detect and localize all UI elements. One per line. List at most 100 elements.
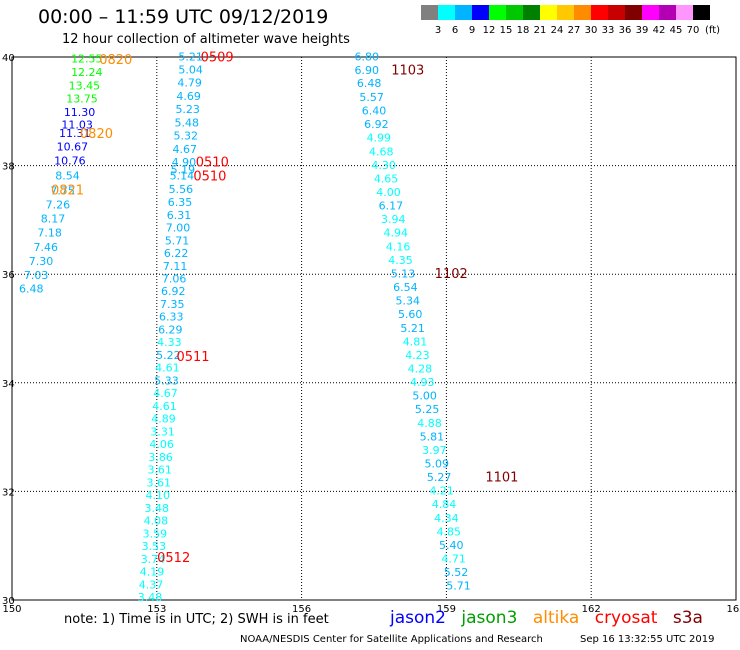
page-subtitle: 12 hour collection of altimeter wave hei… — [62, 32, 350, 47]
swh-value: 7.46 — [34, 241, 59, 254]
swh-value: 5.52 — [444, 566, 469, 579]
pass-time-label: 0820 — [99, 53, 132, 68]
colorbar-swatch — [421, 5, 438, 20]
swh-value: 5.40 — [439, 539, 464, 552]
swh-value: 5.14 — [170, 170, 195, 183]
y-tick-label: 32 — [2, 487, 15, 498]
swh-value: 7.03 — [24, 269, 49, 282]
colorbar-label: 12 — [482, 25, 496, 36]
pass-time-label: 0511 — [176, 350, 209, 365]
swh-value: 10.76 — [54, 155, 86, 168]
y-tick-label: 40 — [2, 53, 15, 64]
swh-value: 5.27 — [427, 471, 452, 484]
swh-value: 5.56 — [169, 183, 194, 196]
x-tick-label: 150 — [2, 604, 21, 615]
colorbar-label: 30 — [584, 25, 598, 36]
swh-value: 4.08 — [144, 515, 169, 528]
swh-value: 5.71 — [446, 580, 471, 593]
legend-altika: altika — [532, 608, 580, 628]
swh-value: 6.48 — [19, 283, 44, 296]
swh-value: 5.21 — [178, 50, 203, 63]
swh-value: 5.00 — [412, 390, 437, 403]
colorbar-swatch — [455, 5, 472, 20]
swh-value: 10.67 — [57, 140, 89, 153]
swh-value: 4.30 — [371, 159, 396, 172]
swh-value: 4.61 — [155, 361, 180, 374]
swh-value: 5.21 — [400, 322, 425, 335]
colorbar-label: 33 — [601, 25, 615, 36]
page-title: 00:00 – 11:59 UTC 09/12/2019 — [38, 6, 329, 28]
colorbar-label: 3 — [434, 25, 442, 36]
pass-time-label: 1101 — [485, 471, 518, 486]
swh-value: 6.80 — [355, 50, 380, 63]
swh-value: 3.48 — [138, 591, 163, 604]
y-tick-label: 30 — [2, 596, 15, 607]
swh-value: 4.99 — [367, 132, 392, 145]
colorbar-label: 9 — [468, 25, 476, 36]
swh-value: 4.89 — [151, 412, 176, 425]
satellite-legend: jason2 jason3 altika cryosat s3a — [390, 608, 713, 628]
swh-value: 5.09 — [424, 458, 449, 471]
swh-value: 6.54 — [393, 281, 418, 294]
pass-time-label: 0510 — [193, 169, 226, 184]
swh-value: 5.22 — [156, 349, 181, 362]
swh-value: 7.00 — [166, 221, 191, 234]
pass-time-label: 0510 — [196, 156, 229, 171]
x-tick-label: 156 — [292, 604, 311, 615]
swh-value: 4.90 — [172, 156, 197, 169]
pass-time-label: 0512 — [157, 551, 190, 566]
swh-value: 4.61 — [152, 400, 177, 413]
swh-value: 3.86 — [148, 451, 173, 464]
swh-value: 4.19 — [140, 566, 165, 579]
swh-value: 11.30 — [64, 106, 96, 119]
colorbar-label: 15 — [499, 25, 513, 36]
swh-value: 6.90 — [355, 64, 380, 77]
colorbar-swatch — [642, 5, 659, 20]
swh-value: 6.92 — [364, 118, 389, 131]
swh-value: 4.21 — [429, 485, 454, 498]
colorbar-swatch — [540, 5, 557, 20]
swh-value: 4.93 — [410, 376, 435, 389]
swh-value: 5.71 — [165, 234, 190, 247]
colorbar-swatch — [659, 5, 676, 20]
swh-value: 4.34 — [434, 512, 459, 525]
swh-value: 6.31 — [167, 209, 192, 222]
swh-value: 5.81 — [420, 430, 445, 443]
swh-value: 4.00 — [376, 186, 401, 199]
swh-value: 5.23 — [175, 103, 200, 116]
colorbar-swatch — [506, 5, 523, 20]
swh-value: 7.75 — [50, 184, 75, 197]
swh-value: 6.40 — [362, 105, 387, 118]
swh-value: 4.88 — [417, 417, 442, 430]
swh-value: 4.69 — [176, 90, 201, 103]
swh-value: 13.45 — [69, 80, 101, 93]
credit-line: NOAA/NESDIS Center for Satellite Applica… — [240, 634, 543, 645]
colorbar-unit: (ft) — [705, 25, 721, 36]
swh-value: 5.33 — [154, 374, 179, 387]
swh-value: 11.03 — [61, 119, 93, 132]
swh-value: 3.61 — [147, 463, 172, 476]
colorbar-swatch — [591, 5, 608, 20]
colorbar-label: 42 — [652, 25, 666, 36]
swh-value: 5.32 — [174, 130, 199, 143]
swh-value: 4.28 — [408, 362, 433, 375]
swh-value: 5.04 — [178, 63, 203, 76]
colorbar-label: 6 — [451, 25, 459, 36]
swh-value: 4.35 — [388, 254, 413, 267]
swh-value: 6.17 — [379, 200, 404, 213]
swh-value: 6.29 — [158, 323, 183, 336]
swh-value: 4.65 — [374, 172, 399, 185]
swh-value: 4.33 — [157, 336, 182, 349]
x-tick-label: 162 — [582, 604, 601, 615]
colorbar-label: 18 — [516, 25, 530, 36]
swh-value: 5.34 — [396, 295, 421, 308]
legend-jason3: jason3 — [461, 608, 518, 628]
swh-value: 7.11 — [163, 260, 188, 273]
pass-time-label: 1103 — [391, 63, 424, 78]
pass-time-label: 1102 — [435, 267, 468, 282]
swh-value: 4.06 — [149, 438, 174, 451]
swh-value: 3.74 — [141, 553, 166, 566]
swh-value: 7.06 — [162, 272, 187, 285]
x-tick-label: 153 — [147, 604, 166, 615]
swh-value: 3.61 — [146, 477, 171, 490]
